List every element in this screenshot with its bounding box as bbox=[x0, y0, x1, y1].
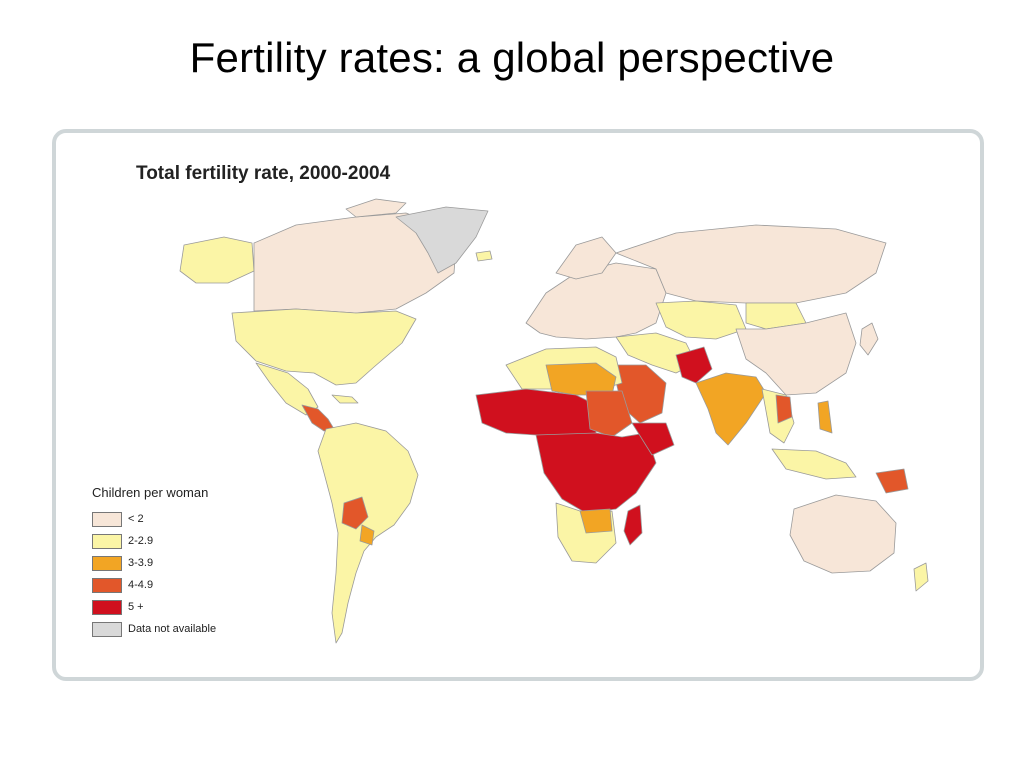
legend-item: 3-3.9 bbox=[92, 552, 216, 574]
legend-swatch bbox=[92, 555, 122, 571]
world-map bbox=[179, 198, 929, 644]
legend-label: 5 + bbox=[128, 601, 144, 613]
region-australia bbox=[789, 494, 897, 574]
region-bolivia bbox=[341, 496, 369, 530]
region-india bbox=[695, 372, 767, 446]
region-alaska bbox=[179, 236, 255, 284]
legend-label: < 2 bbox=[128, 513, 144, 525]
region-china bbox=[735, 312, 857, 396]
legend-swatch bbox=[92, 621, 122, 637]
map-title: Total fertility rate, 2000-2004 bbox=[136, 163, 391, 184]
region-west-africa bbox=[475, 388, 597, 440]
region-russia bbox=[615, 224, 887, 304]
region-usa bbox=[231, 308, 417, 386]
legend-swatch bbox=[92, 599, 122, 615]
map-legend: Children per woman < 2 2-2.9 3-3.9 4-4.9… bbox=[92, 485, 216, 640]
map-frame: Total fertility rate, 2000-2004 bbox=[52, 129, 984, 681]
region-indonesia bbox=[771, 448, 857, 480]
region-laos bbox=[775, 394, 793, 424]
region-central-america bbox=[301, 404, 335, 432]
region-arctic-islands bbox=[345, 198, 407, 218]
region-philippines bbox=[817, 400, 833, 434]
region-iceland bbox=[475, 250, 493, 262]
legend-title: Children per woman bbox=[92, 485, 209, 500]
legend-label: Data not available bbox=[128, 623, 217, 635]
region-madagascar bbox=[623, 504, 643, 546]
legend-item: 2-2.9 bbox=[92, 530, 216, 552]
legend-label: 3-3.9 bbox=[128, 557, 154, 569]
region-southern-mid bbox=[579, 508, 613, 534]
legend-label: 2-2.9 bbox=[128, 535, 154, 547]
region-central-africa bbox=[535, 432, 657, 514]
legend-item: 5 + bbox=[92, 596, 216, 618]
region-caribbean bbox=[331, 394, 359, 404]
region-japan bbox=[859, 322, 879, 356]
region-central-asia bbox=[655, 300, 747, 340]
region-afghanistan bbox=[675, 346, 713, 384]
legend-item: 4-4.9 bbox=[92, 574, 216, 596]
legend-swatch bbox=[92, 577, 122, 593]
region-paraguay bbox=[359, 524, 375, 546]
slide-title: Fertility rates: a global perspective bbox=[189, 34, 835, 81]
legend-swatch bbox=[92, 511, 122, 527]
region-horn bbox=[631, 422, 675, 456]
legend-item: < 2 bbox=[92, 508, 216, 530]
legend-item: Data not available bbox=[92, 618, 216, 640]
region-new-zealand bbox=[913, 562, 929, 592]
legend-swatch bbox=[92, 533, 122, 549]
region-sudan bbox=[585, 390, 633, 438]
region-png bbox=[875, 468, 909, 494]
region-greenland bbox=[395, 206, 489, 274]
legend-label: 4-4.9 bbox=[128, 579, 154, 591]
